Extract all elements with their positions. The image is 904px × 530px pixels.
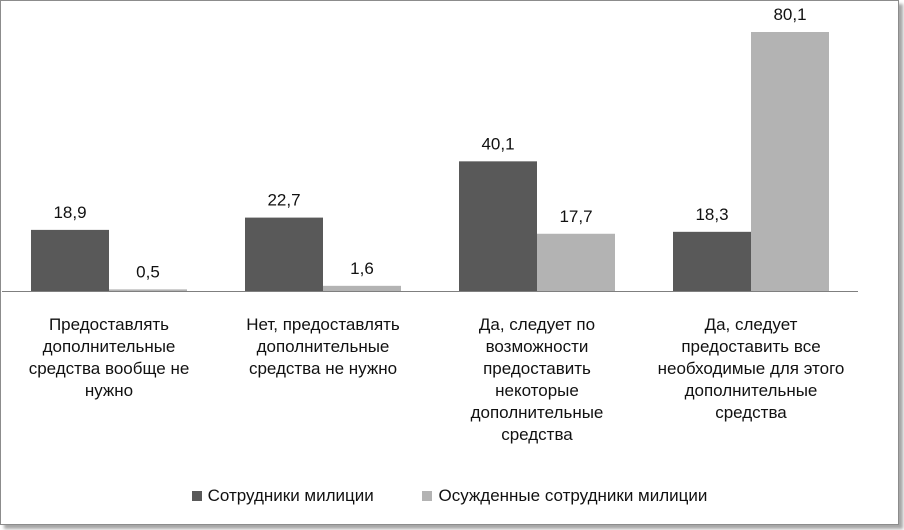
bar-convicted-1 [323,285,401,291]
bar-convicted-2 [537,233,615,291]
data-label-police-0: 18,9 [53,203,86,222]
bar-convicted-3 [751,32,829,291]
data-label-convicted-0: 0,5 [136,262,160,281]
legend-item-convicted: Осужденные сотрудники милиции [422,486,707,506]
category-label-3: Да, следует предоставить все необходимые… [657,315,845,422]
legend-label-convicted: Осужденные сотрудники милиции [438,486,708,505]
legend-swatch-police [191,491,202,501]
data-label-police-2: 40,1 [481,134,514,153]
bar-police-2 [459,161,537,291]
legend-label-police: Сотрудники милиции [207,486,374,505]
category-label-1: Нет, предоставлять дополнительные средст… [246,315,400,378]
bar-police-0 [31,229,109,291]
bar-police-3 [673,231,751,291]
data-label-convicted-3: 80,1 [773,5,806,24]
category-label-2: Да, следует по возможности предоставить … [470,315,604,444]
legend-item-police: Сотрудники милиции [191,486,374,506]
data-label-police-1: 22,7 [267,191,300,210]
legend-swatch-convicted [422,491,433,501]
category-label-0: Предоставлять дополнительные средства во… [28,315,190,400]
data-label-convicted-2: 17,7 [559,207,592,226]
data-label-convicted-1: 1,6 [350,259,374,278]
bar-police-1 [245,217,323,291]
data-label-police-3: 18,3 [695,205,728,224]
legend: Сотрудники милиции Осужденные сотрудники… [0,486,899,506]
bar-convicted-0 [109,289,187,291]
